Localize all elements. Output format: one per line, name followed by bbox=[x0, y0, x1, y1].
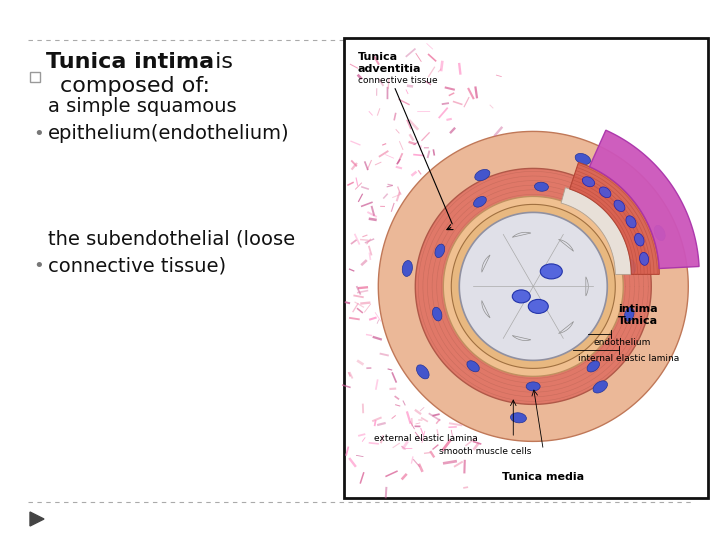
Ellipse shape bbox=[526, 382, 540, 391]
Ellipse shape bbox=[614, 200, 625, 212]
Text: smooth muscle cells: smooth muscle cells bbox=[439, 447, 531, 456]
Ellipse shape bbox=[510, 413, 526, 423]
Text: •: • bbox=[33, 257, 44, 275]
Ellipse shape bbox=[624, 307, 634, 321]
Ellipse shape bbox=[575, 153, 590, 164]
Ellipse shape bbox=[474, 170, 490, 181]
Polygon shape bbox=[570, 163, 660, 274]
Polygon shape bbox=[415, 168, 652, 404]
Polygon shape bbox=[30, 512, 44, 526]
Polygon shape bbox=[444, 197, 624, 376]
Ellipse shape bbox=[587, 361, 600, 372]
Ellipse shape bbox=[416, 365, 429, 379]
Ellipse shape bbox=[582, 177, 595, 187]
Ellipse shape bbox=[626, 216, 636, 228]
Text: the subendothelial (loose
connective tissue): the subendothelial (loose connective tis… bbox=[48, 230, 295, 275]
Ellipse shape bbox=[474, 197, 486, 207]
Ellipse shape bbox=[528, 299, 549, 313]
Text: Tunica: Tunica bbox=[618, 316, 658, 326]
Polygon shape bbox=[378, 131, 688, 441]
Ellipse shape bbox=[513, 290, 530, 303]
Ellipse shape bbox=[626, 260, 636, 273]
Text: a simple squamous
epithelium(endothelium): a simple squamous epithelium(endothelium… bbox=[48, 98, 289, 143]
Polygon shape bbox=[561, 188, 631, 274]
Ellipse shape bbox=[654, 225, 665, 241]
Text: internal elastic lamina: internal elastic lamina bbox=[578, 354, 679, 363]
Ellipse shape bbox=[435, 244, 445, 258]
Ellipse shape bbox=[593, 381, 608, 393]
Text: •: • bbox=[33, 125, 44, 143]
Polygon shape bbox=[590, 130, 699, 268]
Text: intima: intima bbox=[618, 305, 657, 314]
Text: Tunica media: Tunica media bbox=[503, 472, 585, 482]
Text: connective tissue: connective tissue bbox=[358, 76, 438, 85]
Text: adventitia: adventitia bbox=[358, 64, 421, 74]
Bar bbox=[344, 38, 708, 498]
Ellipse shape bbox=[534, 182, 549, 191]
Text: external elastic lamina: external elastic lamina bbox=[374, 434, 478, 443]
Polygon shape bbox=[451, 205, 616, 368]
Ellipse shape bbox=[467, 361, 480, 372]
Text: Tunica: Tunica bbox=[358, 52, 398, 62]
Ellipse shape bbox=[540, 264, 562, 279]
Text: Tunica intima: Tunica intima bbox=[46, 52, 214, 72]
Text: is: is bbox=[208, 52, 233, 72]
Text: composed of:: composed of: bbox=[60, 76, 210, 96]
Ellipse shape bbox=[639, 252, 649, 265]
Ellipse shape bbox=[599, 187, 611, 198]
Ellipse shape bbox=[594, 206, 606, 218]
Ellipse shape bbox=[433, 307, 442, 321]
Ellipse shape bbox=[634, 233, 644, 246]
Polygon shape bbox=[459, 212, 607, 360]
Bar bbox=[30, 72, 40, 82]
Ellipse shape bbox=[402, 260, 413, 276]
Text: endothelium: endothelium bbox=[593, 339, 650, 347]
